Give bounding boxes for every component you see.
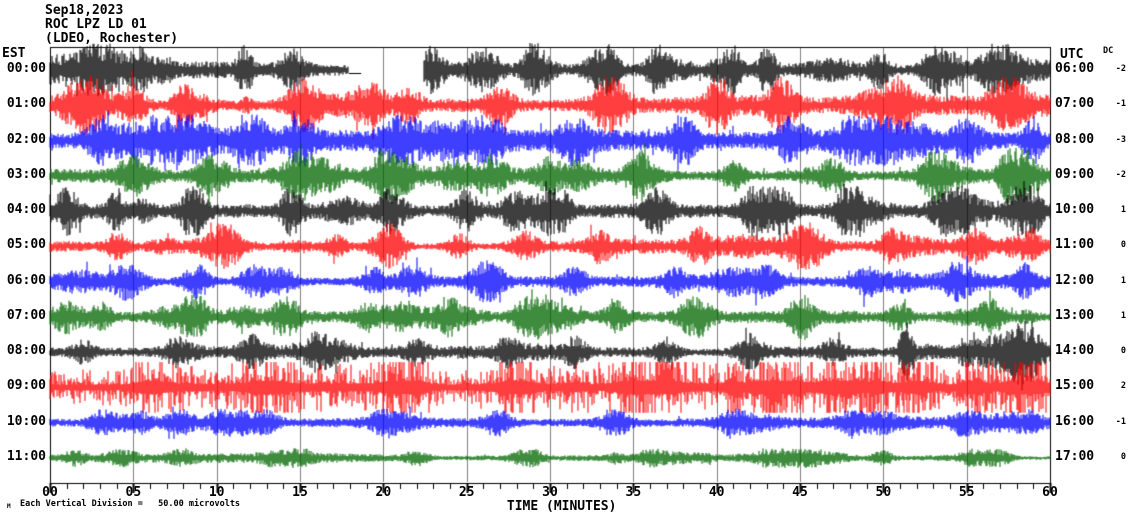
utc-label-1400: 14:00 (1055, 343, 1095, 359)
utc-label-1000: 10:00 (1055, 202, 1095, 218)
x-tick-label-40: 40 (708, 485, 725, 500)
x-tick-label-20: 20 (375, 485, 392, 500)
dc-value-row-2: -3 (1115, 134, 1126, 145)
x-tick-label-30: 30 (542, 485, 558, 500)
station-label: ROC LPZ LD 01 (45, 17, 147, 32)
utc-label-0900: 09:00 (1055, 166, 1095, 182)
x-tick-label-35: 35 (625, 485, 642, 500)
dc-value-row-0: -2 (1115, 64, 1126, 74)
est-label-0100: 01:00 (6, 96, 46, 112)
utc-label-1600: 16:00 (1055, 413, 1095, 429)
utc-label-0700: 07:00 (1055, 96, 1095, 112)
dc-value-row-6: 1 (1120, 275, 1126, 286)
utc-label-1700: 17:00 (1055, 449, 1095, 464)
est-label-0400: 04:00 (6, 202, 46, 218)
dc-value-row-9: 2 (1120, 381, 1126, 392)
x-axis-title: TIME (MINUTES) (506, 499, 617, 514)
dc-value-row-11: 0 (1120, 452, 1126, 462)
dc-value-row-8: 0 (1120, 346, 1126, 357)
dc-column-header: DC (1103, 46, 1114, 56)
est-label-0000: 00:00 (6, 61, 46, 76)
dc-value-row-5: 0 (1120, 240, 1126, 251)
est-label-0800: 08:00 (6, 343, 46, 359)
est-label-0500: 05:00 (6, 237, 46, 253)
dc-value-row-3: -2 (1115, 169, 1126, 180)
x-tick-label-60: 60 (1042, 485, 1058, 500)
utc-axis-header: UTC (1060, 47, 1084, 62)
logo-m-icon: M (7, 503, 11, 510)
est-label-0300: 03:00 (6, 166, 46, 182)
utc-label-1200: 12:00 (1055, 272, 1095, 288)
est-label-1000: 10:00 (6, 413, 46, 429)
x-tick-label-10: 10 (208, 485, 225, 500)
est-label-0700: 07:00 (6, 307, 46, 323)
est-label-0200: 02:00 (6, 131, 46, 147)
vertical-division-scale-label: Each Vertical Division = 50.00 microvolt… (20, 499, 241, 509)
est-label-0900: 09:00 (6, 378, 46, 394)
x-tick-label-15: 15 (292, 485, 308, 500)
x-tick-label-45: 45 (792, 485, 808, 500)
x-tick-label-00: 00 (42, 485, 58, 500)
dc-value-row-4: 1 (1120, 205, 1126, 216)
utc-label-1100: 11:00 (1055, 237, 1095, 253)
x-tick-label-50: 50 (875, 485, 892, 500)
x-tick-label-05: 05 (125, 485, 142, 500)
est-axis-header: EST (2, 46, 26, 61)
est-label-0600: 06:00 (6, 272, 46, 288)
utc-label-1300: 13:00 (1055, 307, 1095, 323)
dc-value-row-10: -1 (1115, 416, 1126, 427)
date-label: Sep18,2023 (45, 3, 124, 18)
x-tick-label-55: 55 (958, 485, 975, 500)
dc-value-row-1: -1 (1115, 99, 1126, 110)
dc-value-row-7: 1 (1120, 310, 1126, 321)
est-label-1100: 11:00 (6, 449, 46, 464)
network-label: (LDEO, Rochester) (45, 31, 179, 46)
utc-label-0600: 06:00 (1055, 61, 1095, 76)
utc-label-0800: 08:00 (1055, 131, 1095, 147)
utc-label-1500: 15:00 (1055, 378, 1095, 394)
x-tick-label-25: 25 (458, 485, 475, 500)
